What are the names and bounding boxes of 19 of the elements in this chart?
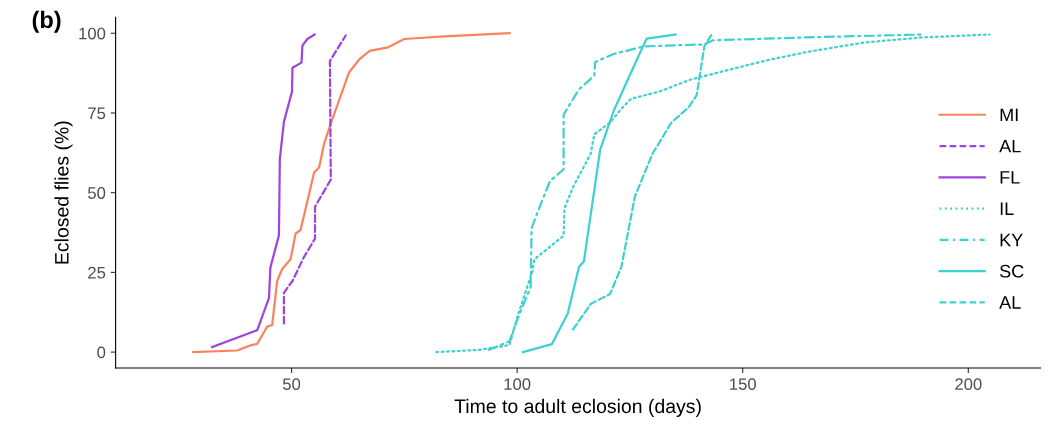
legend-label: MI: [1000, 108, 1018, 122]
legend-label: KY: [1000, 233, 1023, 247]
legend-label: FL: [1000, 171, 1020, 184]
y-tick-label: 50: [88, 187, 106, 199]
x-tick-label: 100: [504, 378, 531, 391]
legend-label: SC: [999, 264, 1024, 278]
y-tick-label: 75: [88, 107, 106, 120]
x-axis-title: Time to adult eclosion (days): [454, 398, 701, 417]
legend-label: IL: [1000, 202, 1014, 215]
x-tick-label: 50: [282, 378, 301, 391]
x-tick-label: 150: [730, 378, 756, 391]
y-tick-label: 0: [97, 346, 106, 359]
legend-label: AL: [999, 139, 1021, 153]
chart-title: (b): [32, 10, 61, 33]
legend-label: AL: [999, 296, 1021, 309]
y-tick-label: 25: [88, 266, 106, 279]
y-tick-label: 100: [79, 27, 106, 40]
x-tick-label: 200: [955, 378, 982, 391]
y-axis-title: Eclosed flies (%): [54, 121, 73, 264]
